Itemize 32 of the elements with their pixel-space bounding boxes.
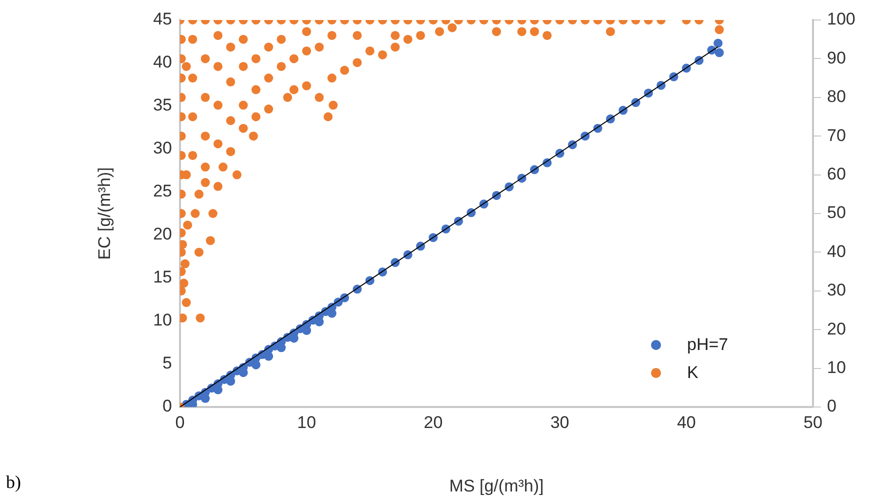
y-tick-label: 10 (153, 310, 172, 330)
text: b) (6, 472, 21, 493)
y2-tick-label: 40 (827, 242, 846, 261)
x-axis-title: MS [g/(m³h)] (449, 476, 544, 496)
x-tick-label: 50 (804, 412, 822, 432)
y-tick-label: 15 (153, 268, 172, 287)
y2-tick-label: 50 (827, 203, 846, 222)
y2-tick-label: 100 (827, 10, 856, 29)
x-tick-label: 10 (297, 412, 316, 432)
y-tick-label: 5 (162, 354, 172, 373)
y-tick-label: 25 (153, 182, 172, 201)
legend-label: pH=7 (687, 335, 728, 355)
y2-tick-label: 60 (827, 164, 846, 184)
x-tick-label: 40 (676, 412, 696, 432)
y-tick-label: 45 (153, 10, 172, 29)
x-tick-label: 0 (175, 412, 185, 432)
y2-tick-label: 10 (827, 358, 846, 377)
y2-tick-label: 0 (827, 396, 836, 416)
y-tick-label: 20 (153, 224, 172, 244)
x-tick-label: 20 (424, 412, 443, 432)
y2-tick-label: 90 (827, 48, 846, 68)
y2-tick-label: 80 (827, 87, 846, 106)
x-tick-label: 30 (550, 412, 570, 432)
y2-tick-label: 30 (827, 280, 846, 300)
y-tick-label: 30 (153, 138, 172, 158)
y-tick-label: 0 (162, 396, 172, 416)
legend-label: K (687, 363, 698, 383)
y-axis-title: EC [g/(m³h)] (94, 167, 114, 260)
y2-tick-label: 70 (827, 126, 846, 145)
y-tick-label: 35 (153, 96, 172, 115)
y2-tick-label: 20 (827, 319, 846, 338)
y-tick-label: 40 (153, 52, 172, 72)
